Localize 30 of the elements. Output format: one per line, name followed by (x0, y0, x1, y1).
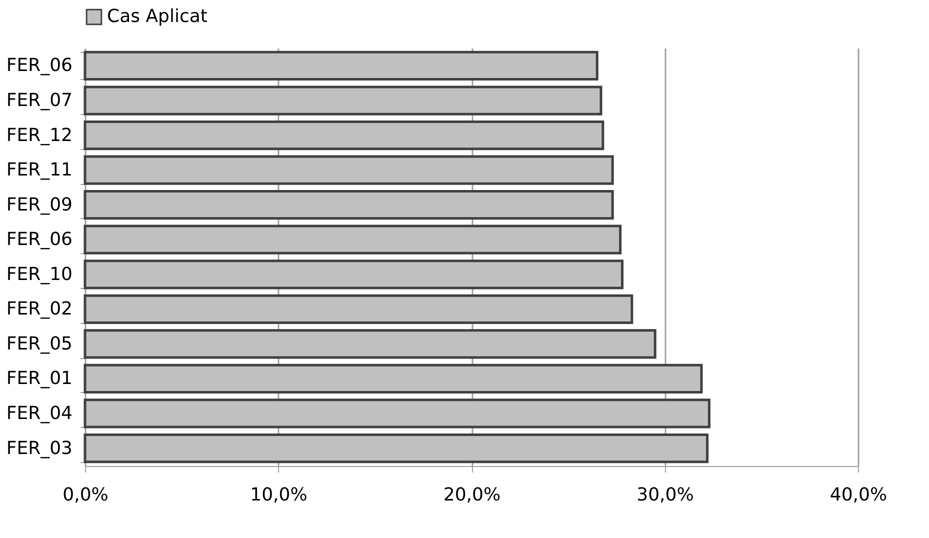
y-tick-label: FER_06 (6, 229, 72, 250)
bar (84, 155, 614, 185)
bar (84, 364, 703, 394)
bar (84, 329, 656, 359)
x-tick-label: 30,0% (636, 484, 694, 506)
x-tick-label: 40,0% (830, 484, 888, 506)
x-tick-label: 0,0% (62, 484, 108, 506)
y-tick-label: FER_11 (6, 160, 72, 181)
bar (84, 260, 624, 290)
bar (84, 50, 598, 81)
bar (84, 224, 622, 254)
y-tick-label: FER_02 (6, 298, 72, 320)
bar (84, 294, 634, 324)
bar (84, 190, 614, 220)
y-tick-label: FER_06 (6, 55, 72, 76)
legend-label: Cas Aplicat (107, 6, 208, 27)
bar (84, 398, 710, 428)
y-tick-label: FER_12 (6, 124, 72, 146)
x-tick-label: 10,0% (250, 484, 308, 506)
y-tick-label: FER_03 (6, 438, 72, 459)
bar (84, 120, 604, 150)
y-tick-label: FER_07 (6, 90, 72, 112)
bar (84, 433, 709, 464)
bar (84, 86, 602, 116)
y-tick-label: FER_05 (6, 333, 72, 354)
y-tick-label: FER_09 (6, 194, 72, 216)
y-tick-label: FER_04 (6, 402, 72, 424)
y-tick-label: FER_10 (6, 264, 72, 285)
x-tick-label: 20,0% (443, 484, 501, 506)
y-tick-label: FER_01 (6, 368, 72, 390)
